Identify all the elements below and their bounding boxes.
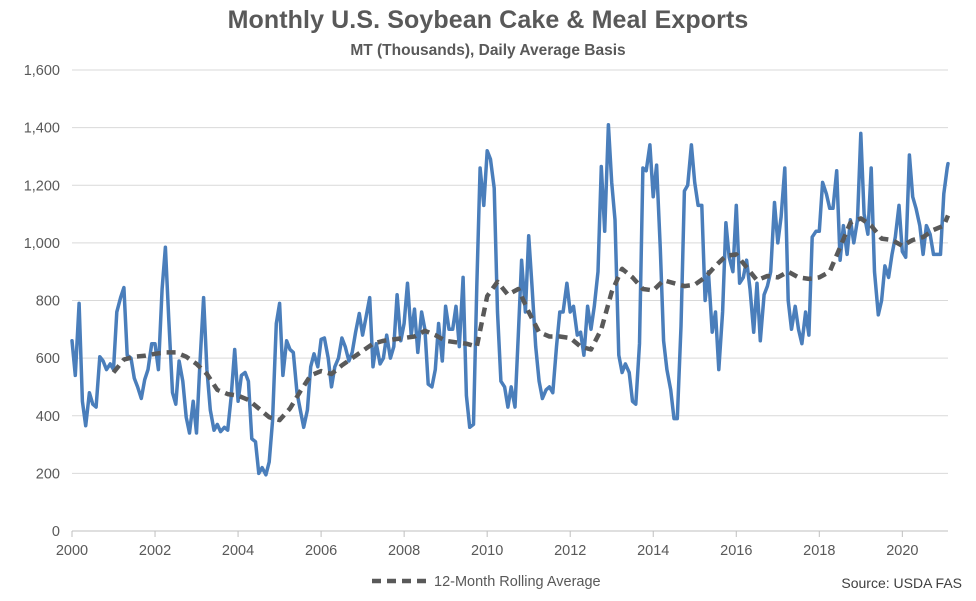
series-line-rolling-average xyxy=(111,214,951,423)
series-line-monthly-exports xyxy=(70,122,950,477)
legend-label-rolling-average: 12-Month Rolling Average xyxy=(434,574,601,590)
x-tick-label: 2012 xyxy=(554,543,586,559)
gridlines xyxy=(72,69,948,474)
chart-title: Monthly U.S. Soybean Cake & Meal Exports xyxy=(227,6,749,34)
y-tick-label: 1,600 xyxy=(24,63,60,79)
y-tick-label: 800 xyxy=(36,294,60,310)
chart-subtitle: MT (Thousands), Daily Average Basis xyxy=(350,42,626,59)
x-tick-label: 2002 xyxy=(139,543,171,559)
x-tick-label: 2004 xyxy=(222,543,254,559)
y-tick-label: 1,400 xyxy=(24,121,60,137)
x-tick-label: 2000 xyxy=(56,543,88,559)
y-tick-label: 400 xyxy=(36,409,60,425)
axes: 0 200 400 600 800 1,000 1,200 1,400 1,600 2000 200… xyxy=(24,63,948,559)
x-tick-label: 2018 xyxy=(803,543,835,559)
x-tick-label: 2020 xyxy=(886,543,918,559)
x-tick-label: 2006 xyxy=(305,543,337,559)
x-tick-label: 2016 xyxy=(720,543,752,559)
y-tick-label: 0 xyxy=(52,524,60,540)
x-tick-label: 2014 xyxy=(637,543,669,559)
y-tick-label: 600 xyxy=(36,351,60,367)
y-tick-label: 1,200 xyxy=(24,178,60,194)
y-tick-label: 200 xyxy=(36,466,60,482)
x-tick-label: 2010 xyxy=(471,543,503,559)
source-note: Source: USDA FAS xyxy=(841,575,962,591)
series-layer xyxy=(70,122,951,477)
y-tick-label: 1,000 xyxy=(24,236,60,252)
legend: 12-Month Rolling Average xyxy=(372,574,601,590)
x-tick-label: 2008 xyxy=(388,543,420,559)
